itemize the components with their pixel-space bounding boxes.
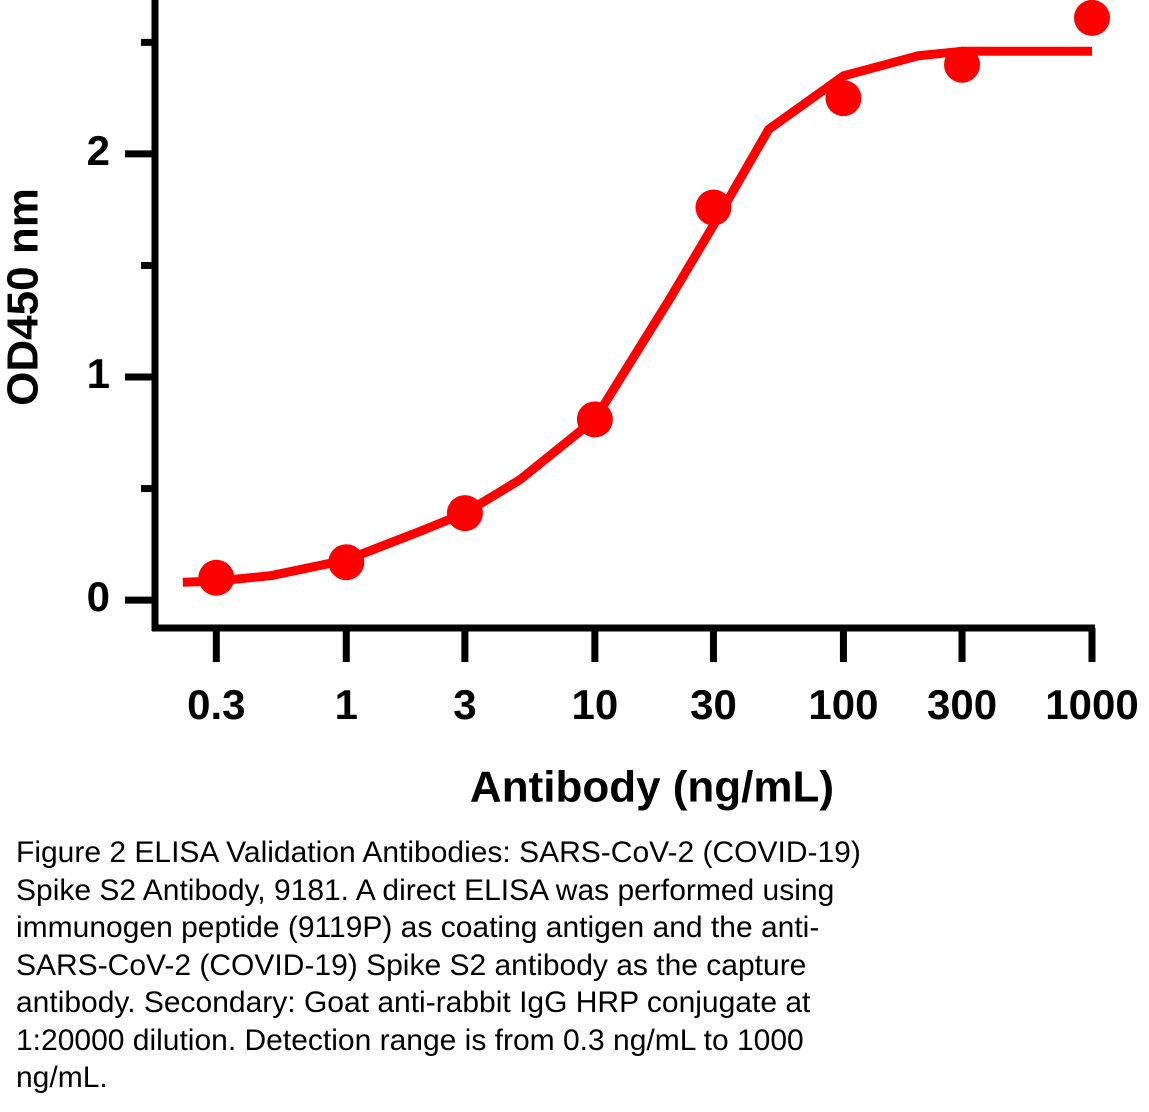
caption-line: SARS-CoV-2 (COVID-19) Spike S2 antibody … (16, 948, 807, 982)
caption-line: Spike S2 Antibody, 9181. A direct ELISA … (16, 873, 835, 907)
caption-line: Figure 2 ELISA Validation Antibodies: SA… (16, 836, 861, 869)
caption-line: ng/mL. (16, 1061, 108, 1094)
x-tick-label: 1 (335, 681, 358, 728)
data-point (576, 401, 613, 438)
data-point (695, 189, 732, 226)
chart: OD450 nm Antibody (ng/mL) 0 1 2 0.3 1 3 10 30 10… (0, 0, 1139, 812)
caption-line: 1:20000 dilution. Detection range is fro… (16, 1023, 804, 1057)
fit-curve (182, 46, 1092, 587)
x-tick-label: 1000 (1045, 681, 1138, 728)
data-point (328, 544, 365, 581)
x-tick-label: 3 (453, 681, 476, 728)
data-point (198, 559, 235, 596)
data-point (1074, 0, 1110, 36)
y-tick-label: 1 (87, 350, 110, 397)
caption: Figure 2 ELISA Validation Antibodies: SA… (16, 834, 861, 1097)
data-point (944, 46, 981, 83)
caption-line: immunogen peptide (9119P) as coating ant… (16, 911, 820, 944)
x-tick-label: 300 (927, 681, 997, 728)
x-tick-label: 100 (808, 681, 878, 728)
data-point (446, 495, 483, 532)
data-point (825, 80, 862, 117)
x-axis-title: Antibody (ng/mL) (470, 763, 834, 812)
caption-line: antibody. Secondary: Goat anti-rabbit Ig… (16, 986, 811, 1019)
x-tick-label: 0.3 (187, 681, 245, 728)
y-tick-label: 0 (87, 573, 110, 620)
x-tick-label: 10 (571, 681, 618, 728)
x-tick-label: 30 (690, 681, 737, 728)
y-tick-label: 2 (87, 127, 110, 174)
y-axis-title: OD450 nm (0, 188, 48, 406)
